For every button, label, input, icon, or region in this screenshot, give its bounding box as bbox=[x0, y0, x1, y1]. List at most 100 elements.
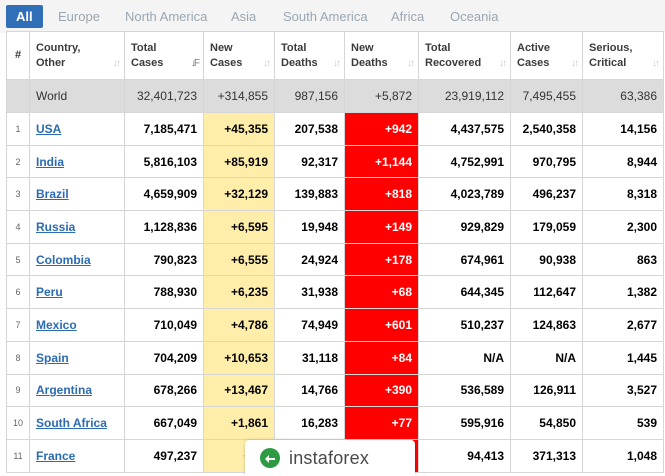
total-deaths: 92,317 bbox=[274, 144, 345, 179]
total-deaths: 987,156 bbox=[274, 79, 345, 113]
new-cases: +13,467 bbox=[203, 373, 275, 408]
serious-critical: 1,445 bbox=[582, 340, 664, 375]
instaforex-logo-icon bbox=[260, 448, 280, 468]
new-cases: +314,855 bbox=[203, 79, 275, 113]
new-cases: +6,595 bbox=[203, 210, 275, 244]
country-link[interactable]: Peru bbox=[36, 285, 63, 300]
row-num: 9 bbox=[6, 373, 30, 408]
tab-all[interactable]: All bbox=[6, 5, 43, 28]
active-cases: 54,850 bbox=[510, 406, 583, 440]
country-link[interactable]: USA bbox=[36, 121, 62, 136]
country-link[interactable]: India bbox=[36, 154, 65, 169]
serious-critical: 8,944 bbox=[582, 144, 664, 179]
watermark-text: instaforex bbox=[289, 448, 370, 468]
new-cases: +6,555 bbox=[203, 242, 275, 277]
country-link[interactable]: Colombia bbox=[36, 252, 91, 267]
header-new-deaths[interactable]: New Deaths ↓↑ bbox=[344, 31, 419, 80]
total-recovered: 674,961 bbox=[418, 242, 511, 277]
table-row: 1 USA 7,185,471 +45,355 207,538 +942 4,437,575… bbox=[6, 112, 664, 146]
sort-icon: ↓↑ bbox=[333, 58, 341, 69]
serious-critical: 2,677 bbox=[582, 308, 664, 342]
total-deaths: 16,283 bbox=[274, 406, 345, 440]
instaforex-watermark: instaforex bbox=[245, 440, 415, 476]
sort-icon: ↓↑ bbox=[407, 58, 415, 69]
total-recovered: 644,345 bbox=[418, 275, 511, 310]
new-deaths: +84 bbox=[344, 340, 419, 375]
table-row: 10 South Africa 667,049 +1,861 16,283 +77 595,… bbox=[6, 406, 664, 440]
row-num: 2 bbox=[6, 144, 30, 179]
total-cases: 667,049 bbox=[124, 406, 204, 440]
country-name: Brazil bbox=[29, 177, 125, 212]
total-recovered: 94,413 bbox=[418, 438, 511, 473]
table-row: 8 Spain 704,209 +10,653 31,118 +84 N/A N/A 1,445 bbox=[6, 340, 664, 375]
country-name: Peru bbox=[29, 275, 125, 310]
active-cases: 371,313 bbox=[510, 438, 583, 473]
tab-oceania[interactable]: Oceania bbox=[450, 9, 499, 24]
country-name: India bbox=[29, 144, 125, 179]
header-country[interactable]: Country, Other ↓↑ bbox=[29, 31, 125, 80]
serious-critical: 1,382 bbox=[582, 275, 664, 310]
total-cases: 704,209 bbox=[124, 340, 204, 375]
country-link[interactable]: South Africa bbox=[36, 416, 107, 431]
sort-icon: ↓↑ bbox=[571, 58, 579, 69]
tab-asia[interactable]: Asia bbox=[231, 9, 257, 24]
sort-icon: ↓↑ bbox=[263, 58, 271, 69]
table-header-row: # Country, Other ↓↑ Total Cases ↓F New Cases ↓… bbox=[6, 31, 664, 80]
new-cases: +6,235 bbox=[203, 275, 275, 310]
tab-africa[interactable]: Africa bbox=[391, 9, 425, 24]
active-cases: 2,540,358 bbox=[510, 112, 583, 146]
country-link[interactable]: Argentina bbox=[36, 383, 93, 398]
total-deaths: 19,948 bbox=[274, 210, 345, 244]
new-deaths: +1,144 bbox=[344, 144, 419, 179]
header-total-cases[interactable]: Total Cases ↓F bbox=[124, 31, 204, 80]
country-link[interactable]: Russia bbox=[36, 219, 76, 234]
header-active-cases[interactable]: Active Cases ↓↑ bbox=[510, 31, 583, 80]
total-cases: 5,816,103 bbox=[124, 144, 204, 179]
new-cases: +4,786 bbox=[203, 308, 275, 342]
country-name: France bbox=[29, 438, 125, 473]
row-num: 5 bbox=[6, 242, 30, 277]
new-deaths: +68 bbox=[344, 275, 419, 310]
new-cases: +85,919 bbox=[203, 144, 275, 179]
country-link[interactable]: France bbox=[36, 448, 76, 463]
total-recovered: N/A bbox=[418, 340, 511, 375]
table-row: 2 India 5,816,103 +85,919 92,317 +1,144 4,752,… bbox=[6, 144, 664, 179]
total-cases: 4,659,909 bbox=[124, 177, 204, 212]
tab-south-america[interactable]: South America bbox=[283, 9, 368, 24]
row-num: 7 bbox=[6, 308, 30, 342]
total-deaths: 31,938 bbox=[274, 275, 345, 310]
new-cases: +10,653 bbox=[203, 340, 275, 375]
active-cases: 179,059 bbox=[510, 210, 583, 244]
row-num: 11 bbox=[6, 438, 30, 473]
active-cases: 124,863 bbox=[510, 308, 583, 342]
tab-europe[interactable]: Europe bbox=[58, 9, 100, 24]
row-num: 10 bbox=[6, 406, 30, 440]
total-deaths: 139,883 bbox=[274, 177, 345, 212]
country-link[interactable]: Mexico bbox=[36, 317, 77, 332]
total-recovered: 510,237 bbox=[418, 308, 511, 342]
tab-north-america[interactable]: North America bbox=[125, 9, 208, 24]
row-num: 1 bbox=[6, 112, 30, 146]
serious-critical: 8,318 bbox=[582, 177, 664, 212]
country-name: Russia bbox=[29, 210, 125, 244]
country-link[interactable]: Spain bbox=[36, 350, 69, 365]
total-deaths: 14,766 bbox=[274, 373, 345, 408]
header-total-deaths[interactable]: Total Deaths ↓↑ bbox=[274, 31, 345, 80]
sort-icon: ↓↑ bbox=[652, 58, 660, 69]
total-cases: 790,823 bbox=[124, 242, 204, 277]
total-cases: 710,049 bbox=[124, 308, 204, 342]
row-num: 4 bbox=[6, 210, 30, 244]
row-num: 3 bbox=[6, 177, 30, 212]
new-deaths: +601 bbox=[344, 308, 419, 342]
active-cases: 496,237 bbox=[510, 177, 583, 212]
total-cases: 7,185,471 bbox=[124, 112, 204, 146]
header-total-recovered[interactable]: Total Recovered ↓↑ bbox=[418, 31, 511, 80]
new-deaths: +77 bbox=[344, 406, 419, 440]
country-link[interactable]: Brazil bbox=[36, 187, 69, 202]
header-new-cases[interactable]: New Cases ↓↑ bbox=[203, 31, 275, 80]
header-serious-critical[interactable]: Serious, Critical ↓↑ bbox=[582, 31, 664, 80]
serious-critical: 3,527 bbox=[582, 373, 664, 408]
serious-critical: 1,048 bbox=[582, 438, 664, 473]
total-deaths: 31,118 bbox=[274, 340, 345, 375]
active-cases: 126,911 bbox=[510, 373, 583, 408]
